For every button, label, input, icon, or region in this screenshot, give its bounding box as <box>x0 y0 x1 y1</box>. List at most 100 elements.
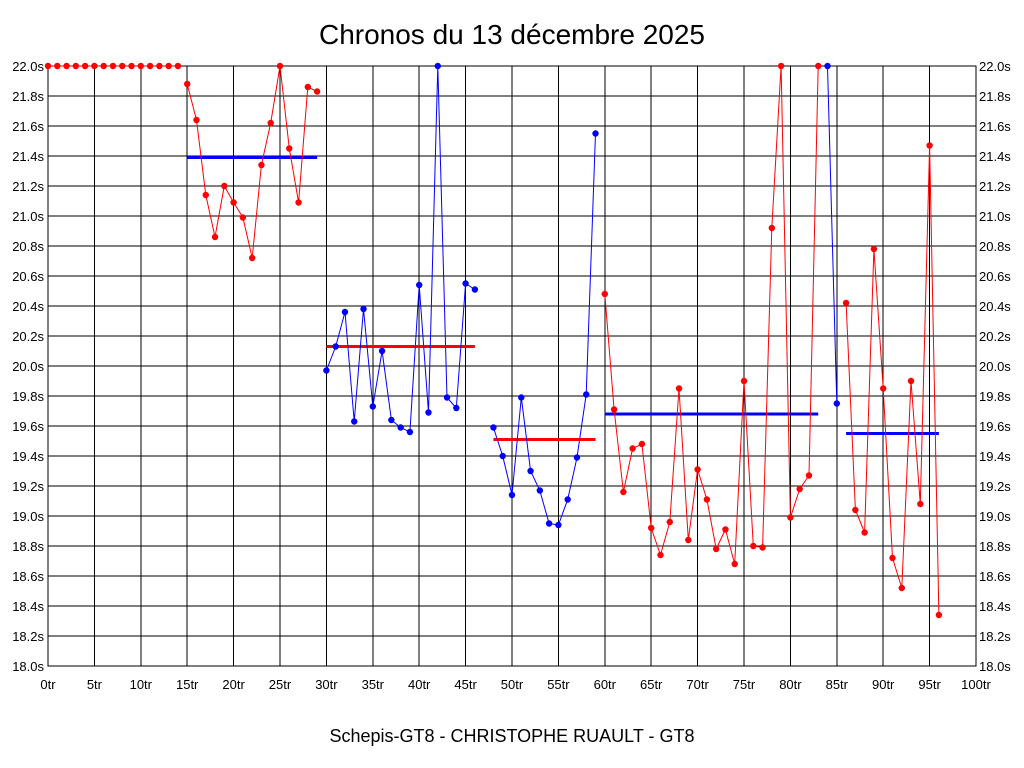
data-point <box>490 424 497 431</box>
data-point <box>907 377 915 385</box>
data-point <box>276 62 284 70</box>
data-point <box>258 161 265 169</box>
data-point <box>332 343 339 350</box>
data-point <box>91 62 98 70</box>
data-point <box>536 487 544 494</box>
data-point <box>564 496 571 503</box>
data-point <box>759 544 766 551</box>
y-tick-label-right: 21.0s <box>979 209 1011 224</box>
data-point <box>629 445 636 452</box>
data-point <box>842 299 850 307</box>
data-point <box>351 418 358 425</box>
data-point <box>750 542 757 550</box>
data-point <box>527 467 534 475</box>
data-point <box>323 367 330 374</box>
x-tick-label: 75tr <box>733 677 756 692</box>
y-tick-label-left: 19.0s <box>12 509 44 524</box>
y-tick-label-left: 21.0s <box>12 209 44 224</box>
data-point <box>833 400 840 407</box>
data-point <box>592 130 599 137</box>
y-tick-label-right: 22.0s <box>979 59 1011 74</box>
data-point <box>694 466 701 473</box>
y-tick-label-right: 19.4s <box>979 449 1011 464</box>
data-point <box>768 224 776 232</box>
data-point <box>397 424 404 431</box>
y-tick-label-right: 20.2s <box>979 329 1011 344</box>
y-tick-label-left: 18.8s <box>12 539 44 554</box>
data-point <box>601 290 608 298</box>
data-point <box>44 62 52 70</box>
data-point <box>555 521 562 529</box>
data-point <box>72 62 80 70</box>
data-point <box>471 286 479 293</box>
x-tick-label: 85tr <box>826 677 849 692</box>
data-point <box>443 394 451 401</box>
data-point <box>193 116 200 124</box>
data-point <box>100 62 107 70</box>
series-lines <box>48 65 940 616</box>
data-point <box>54 62 61 70</box>
data-point <box>740 377 748 385</box>
y-tick-label-right: 18.2s <box>979 629 1011 644</box>
y-tick-label-right: 19.6s <box>979 419 1011 434</box>
data-point <box>221 182 228 190</box>
data-point <box>406 428 414 436</box>
y-tick-label-left: 19.2s <box>12 479 44 494</box>
data-point <box>499 452 506 460</box>
y-tick-label-left: 20.0s <box>12 359 44 374</box>
data-point <box>388 416 395 424</box>
data-point <box>184 80 191 88</box>
data-point <box>304 83 312 91</box>
x-tick-label: 35tr <box>362 677 385 692</box>
data-point <box>360 305 367 313</box>
x-tick-label: 40tr <box>408 677 431 692</box>
y-axis-left-labels: 18.0s 18.2s 18.4s 18.6s 18.8s 19.0s 19.2s 19.4s… <box>12 59 44 674</box>
data-point <box>378 347 386 355</box>
y-tick-label-right: 21.4s <box>979 149 1011 164</box>
chart-title: Chronos du 13 décembre 2025 <box>319 19 705 50</box>
data-point <box>815 62 822 70</box>
y-axis-right-labels: 18.0s 18.2s 18.4s 18.6s 18.8s 19.0s 19.2s 19.4s… <box>979 59 1011 674</box>
x-tick-label: 30tr <box>315 677 338 692</box>
y-tick-label-left: 20.6s <box>12 269 44 284</box>
data-point <box>880 385 887 392</box>
data-point <box>731 560 738 568</box>
y-tick-label-right: 19.8s <box>979 389 1011 404</box>
x-tick-label: 20tr <box>222 677 245 692</box>
data-point <box>109 62 117 70</box>
data-point <box>852 506 859 514</box>
data-point <box>518 394 525 401</box>
data-point <box>889 554 896 562</box>
x-tick-label: 95tr <box>918 677 941 692</box>
y-tick-label-right: 20.0s <box>979 359 1011 374</box>
data-point <box>286 145 293 152</box>
data-point <box>508 491 516 499</box>
data-point <box>267 119 274 127</box>
data-point <box>165 62 172 70</box>
y-tick-label-left: 19.6s <box>12 419 44 434</box>
data-point <box>341 308 349 316</box>
data-point <box>545 520 553 527</box>
y-tick-label-left: 21.4s <box>12 149 44 164</box>
data-point <box>211 233 219 241</box>
data-point <box>824 62 831 70</box>
y-tick-label-left: 22.0s <box>12 59 44 74</box>
data-point <box>917 500 924 508</box>
data-point <box>416 281 423 289</box>
data-point <box>685 536 692 544</box>
data-point <box>119 62 126 70</box>
data-point <box>870 245 878 253</box>
plot-border <box>47 65 977 667</box>
data-point <box>295 199 302 206</box>
data-point <box>712 545 720 553</box>
x-tick-label: 10tr <box>130 677 153 692</box>
x-tick-label: 0tr <box>40 677 56 692</box>
y-tick-label-left: 19.8s <box>12 389 44 404</box>
data-point <box>722 526 729 533</box>
y-tick-label-right: 19.0s <box>979 509 1011 524</box>
data-point <box>313 88 321 95</box>
data-point <box>137 62 144 70</box>
y-tick-label-right: 18.8s <box>979 539 1011 554</box>
